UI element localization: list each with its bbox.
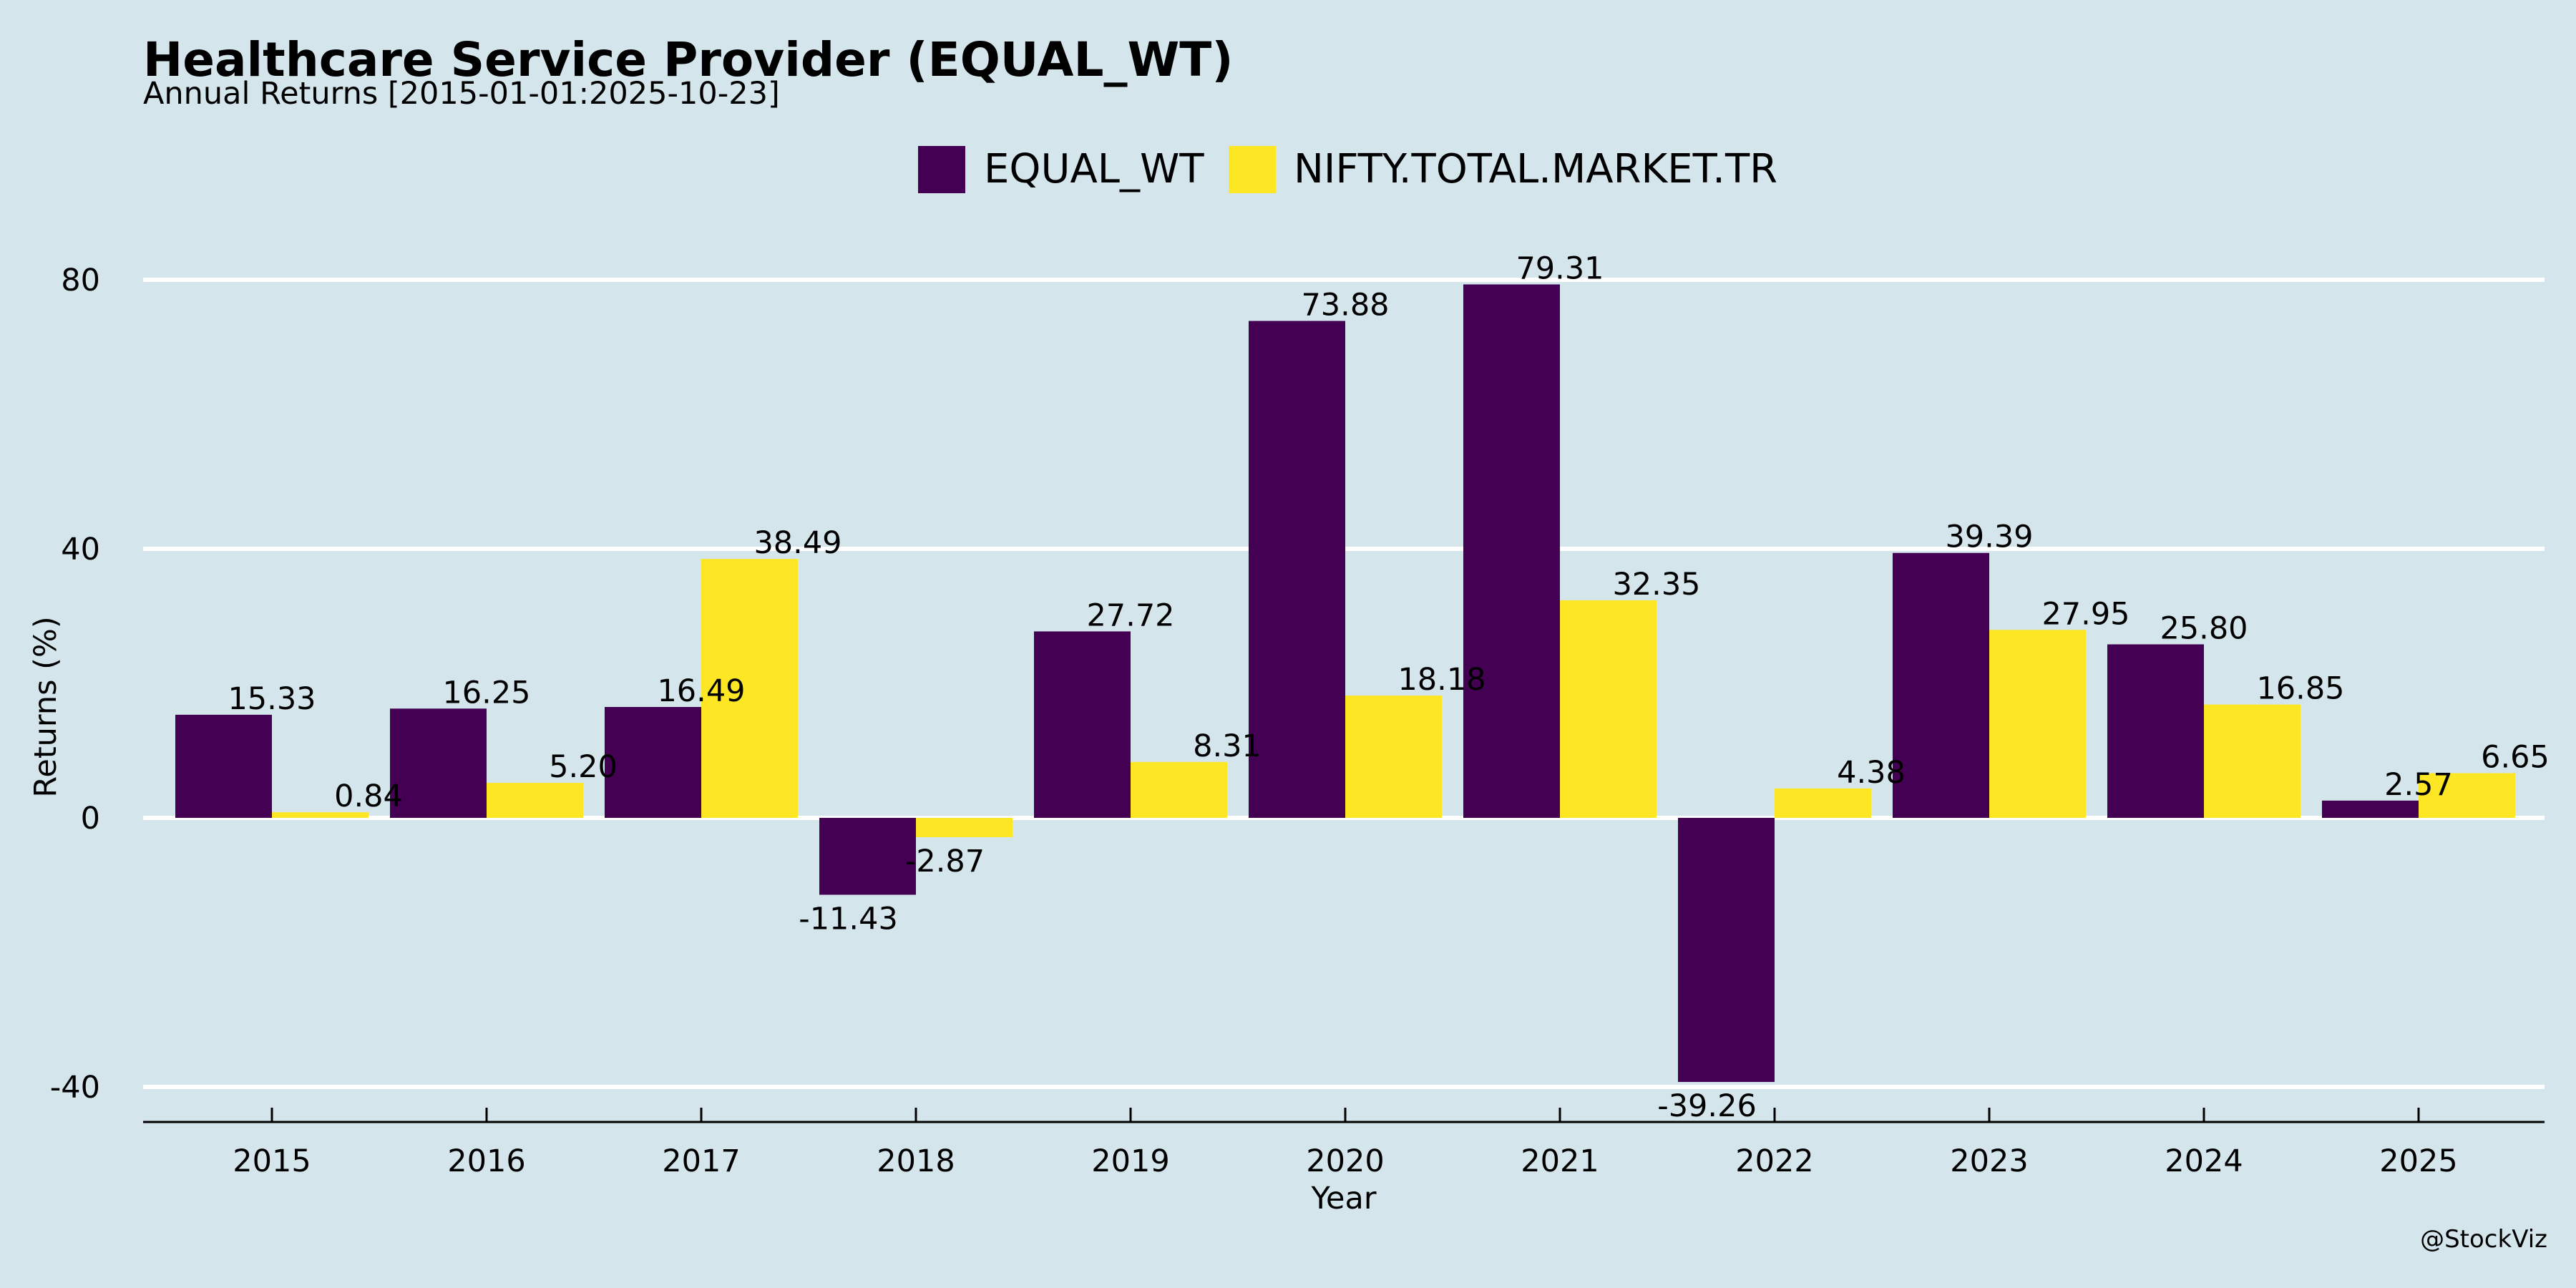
- bar-nifty-total-market-tr-2025: [2419, 773, 2515, 818]
- bar-nifty-total-market-tr-2020: [1345, 696, 1442, 818]
- bar-nifty-total-market-tr-2016: [487, 783, 583, 818]
- y-tick-label: 80: [61, 263, 100, 298]
- x-tick-label: 2022: [1735, 1143, 1813, 1179]
- bar-equal-wt-2021: [1463, 284, 1560, 819]
- data-label-equal-wt-2021: 79.31: [1516, 250, 1604, 286]
- data-label-equal-wt-2024: 25.80: [2160, 610, 2248, 646]
- data-label-equal-wt-2019: 27.72: [1086, 597, 1174, 633]
- y-tick-label: -40: [50, 1070, 100, 1106]
- legend-label-equal-wt: EQUAL_WT: [984, 146, 1204, 192]
- x-tick-label: 2024: [2165, 1143, 2243, 1179]
- data-label-nifty-total-market-tr-2015: 0.84: [334, 779, 403, 814]
- bar-equal-wt-2017: [605, 706, 701, 818]
- bar-nifty-total-market-tr-2018: [916, 818, 1013, 837]
- chart-subtitle: Annual Returns [2015-01-01:2025-10-23]: [143, 76, 780, 112]
- data-label-nifty-total-market-tr-2020: 18.18: [1397, 662, 1485, 698]
- bar-equal-wt-2016: [390, 708, 487, 818]
- x-axis-label: Year: [1310, 1181, 1376, 1216]
- bar-nifty-total-market-tr-2015: [272, 812, 369, 818]
- bar-equal-wt-2020: [1249, 321, 1345, 818]
- legend-swatch-equal-wt: [918, 146, 965, 193]
- bar-nifty-total-market-tr-2024: [2204, 704, 2301, 818]
- data-label-nifty-total-market-tr-2019: 8.31: [1193, 728, 1262, 764]
- data-label-equal-wt-2022: -39.26: [1657, 1088, 1757, 1124]
- x-axis: 2015 2016 2017 2018 2019 2020 2021 2022 2023 2024…: [143, 1108, 2545, 1179]
- data-label-nifty-total-market-tr-2023: 27.95: [2041, 596, 2129, 632]
- legend-swatch-nifty-total-market-tr: [1229, 146, 1276, 193]
- x-tick-label: 2016: [447, 1143, 525, 1179]
- x-tick-label: 2019: [1091, 1143, 1169, 1179]
- bar-equal-wt-2015: [175, 714, 272, 818]
- bar-equal-wt-2022: [1678, 818, 1775, 1083]
- bar-nifty-total-market-tr-2019: [1131, 761, 1227, 818]
- data-label-equal-wt-2020: 73.88: [1301, 288, 1389, 323]
- data-label-nifty-total-market-tr-2017: 38.49: [753, 525, 841, 561]
- bars: [175, 284, 2515, 1083]
- y-axis-label: Returns (%): [28, 616, 64, 797]
- bar-nifty-total-market-tr-2017: [701, 559, 798, 818]
- legend-label-nifty-total-market-tr: NIFTY.TOTAL.MARKET.TR: [1294, 146, 1777, 192]
- bar-equal-wt-2025: [2322, 800, 2419, 818]
- x-tick-label: 2023: [1950, 1143, 2028, 1179]
- data-label-nifty-total-market-tr-2022: 4.38: [1837, 755, 1906, 791]
- data-label-nifty-total-market-tr-2016: 5.20: [549, 749, 618, 785]
- x-tick-label: 2018: [877, 1143, 955, 1179]
- data-label-equal-wt-2023: 39.39: [1945, 519, 2033, 555]
- data-label-nifty-total-market-tr-2025: 6.65: [2481, 739, 2550, 775]
- bar-nifty-total-market-tr-2021: [1560, 600, 1657, 818]
- data-label-equal-wt-2025: 2.57: [2384, 767, 2453, 803]
- data-label-equal-wt-2017: 16.49: [657, 673, 745, 709]
- data-label-nifty-total-market-tr-2018: -2.87: [905, 844, 985, 879]
- x-tick-label: 2017: [662, 1143, 740, 1179]
- bar-nifty-total-market-tr-2023: [1989, 630, 2086, 818]
- bar-equal-wt-2023: [1893, 552, 1989, 818]
- bar-nifty-total-market-tr-2022: [1775, 788, 1871, 818]
- x-tick-label: 2015: [233, 1143, 311, 1179]
- x-tick-label: 2025: [2379, 1143, 2457, 1179]
- data-label-nifty-total-market-tr-2024: 16.85: [2256, 671, 2344, 707]
- watermark: @StockViz: [2420, 1225, 2547, 1254]
- bar-equal-wt-2024: [2107, 644, 2204, 818]
- y-tick-label: 0: [81, 801, 100, 836]
- data-label-equal-wt-2015: 15.33: [228, 681, 316, 717]
- bar-equal-wt-2018: [819, 818, 916, 895]
- chart-title: Healthcare Service Provider (EQUAL_WT): [143, 32, 1233, 87]
- data-label-nifty-total-market-tr-2021: 32.35: [1612, 567, 1700, 602]
- bar-equal-wt-2019: [1034, 631, 1131, 818]
- y-tick-label: 40: [61, 532, 100, 567]
- x-tick-label: 2020: [1306, 1143, 1384, 1179]
- data-label-equal-wt-2016: 16.25: [442, 675, 530, 711]
- data-labels: 15.33 0.84 16.25 5.20 16.49 38.49 -11.43-2.87 2…: [228, 250, 2549, 1124]
- data-label-equal-wt-2018: -11.43: [799, 901, 898, 937]
- legend: EQUAL_WT NIFTY.TOTAL.MARKET.TR: [918, 146, 1777, 193]
- x-tick-label: 2021: [1521, 1143, 1599, 1179]
